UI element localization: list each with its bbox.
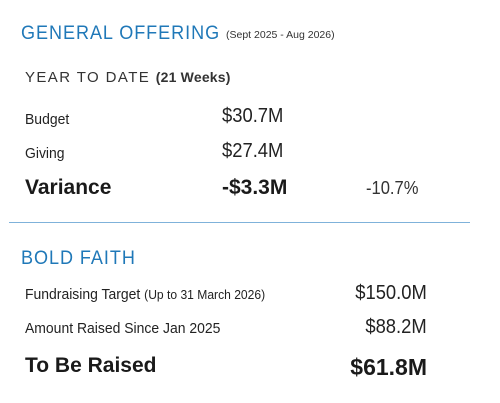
to-be-raised-value: $61.8M <box>350 354 427 380</box>
fundraising-target-label: Fundraising Target (Up to 31 March 2026) <box>25 286 265 303</box>
budget-label: Budget <box>25 111 70 128</box>
variance-label: Variance <box>25 176 112 199</box>
section-divider <box>9 222 470 223</box>
variance-percent: -10.7% <box>366 178 419 198</box>
general-offering-period: (Sept 2025 - Aug 2026) <box>226 29 335 41</box>
giving-value: $27.4M <box>222 140 284 162</box>
ytd-label: YEAR TO DATE <box>25 69 151 86</box>
target-label-text: Fundraising Target <box>25 286 141 303</box>
giving-label: Giving <box>25 145 65 162</box>
ytd-heading: YEAR TO DATE (21 Weeks) <box>25 69 231 86</box>
general-offering-title: GENERAL OFFERING <box>21 23 221 44</box>
amount-raised-value: $88.2M <box>365 316 427 338</box>
variance-value: -$3.3M <box>222 176 288 199</box>
ytd-weeks: (21 Weeks) <box>155 69 231 85</box>
fundraising-target-value: $150.0M <box>355 282 427 304</box>
budget-value: $30.7M <box>222 105 284 127</box>
to-be-raised-label: To Be Raised <box>25 354 157 377</box>
bold-faith-title: BOLD FAITH <box>21 248 136 269</box>
target-note: (Up to 31 March 2026) <box>144 287 266 302</box>
amount-raised-label: Amount Raised Since Jan 2025 <box>25 320 221 337</box>
